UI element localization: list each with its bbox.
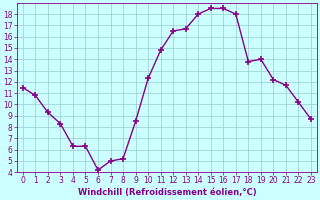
X-axis label: Windchill (Refroidissement éolien,°C): Windchill (Refroidissement éolien,°C) <box>77 188 256 197</box>
